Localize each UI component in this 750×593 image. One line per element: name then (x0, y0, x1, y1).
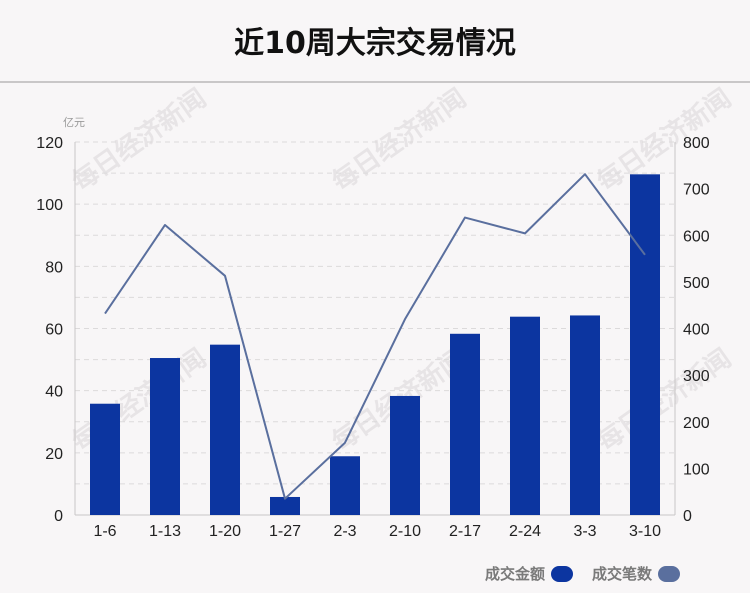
y-right-tick-label: 400 (683, 322, 710, 339)
bar (510, 316, 540, 515)
y-left-tick-label: 60 (45, 322, 63, 339)
count-line (104, 173, 646, 500)
y-right-tick-label: 700 (683, 182, 710, 199)
y-right-tick-label: 100 (683, 461, 710, 478)
y-right-tick-label: 200 (683, 415, 710, 432)
x-tick-label: 2-3 (333, 523, 356, 540)
legend-amount: 成交金额 (485, 563, 574, 584)
y-left-unit-label: 亿元 (63, 116, 85, 129)
x-tick-label: 1-13 (149, 523, 181, 540)
legend-amount-swatch (551, 565, 574, 582)
y-left-tick-label: 80 (45, 259, 63, 276)
x-tick-label: 2-24 (509, 523, 541, 540)
bar (210, 344, 240, 515)
chart-title: 近10周大宗交易情况 (234, 26, 516, 61)
bar (150, 358, 180, 515)
y-left-tick-label: 20 (45, 446, 63, 463)
x-tick-label: 1-6 (93, 523, 116, 540)
x-tick-label: 1-27 (269, 523, 301, 540)
legend-count-swatch (658, 565, 681, 582)
y-left-tick-label: 120 (36, 135, 63, 152)
legend-amount-label: 成交金额 (485, 565, 546, 583)
x-tick-label: 2-17 (449, 523, 481, 540)
x-tick-label: 1-20 (209, 523, 241, 540)
y-right-tick-label: 0 (683, 508, 692, 525)
bar (270, 496, 300, 515)
bar (570, 315, 600, 515)
x-tick-label: 3-3 (573, 523, 596, 540)
y-right-tick-label: 500 (683, 275, 710, 292)
y-left-tick-label: 40 (45, 384, 63, 401)
y-left-tick-label: 100 (36, 197, 63, 214)
bar (630, 174, 660, 515)
legend-count-label: 成交笔数 (592, 565, 653, 583)
x-tick-label: 3-10 (629, 523, 661, 540)
bar (390, 395, 420, 515)
y-right-tick-label: 300 (683, 368, 710, 385)
title-divider (0, 81, 750, 83)
y-right-tick-label: 800 (683, 135, 710, 152)
bar (90, 403, 120, 515)
y-left-tick-label: 0 (54, 508, 63, 525)
legend-count: 成交笔数 (592, 563, 681, 584)
x-tick-label: 2-10 (389, 523, 421, 540)
bar (330, 456, 360, 515)
bar (450, 333, 480, 515)
y-right-tick-label: 600 (683, 228, 710, 245)
